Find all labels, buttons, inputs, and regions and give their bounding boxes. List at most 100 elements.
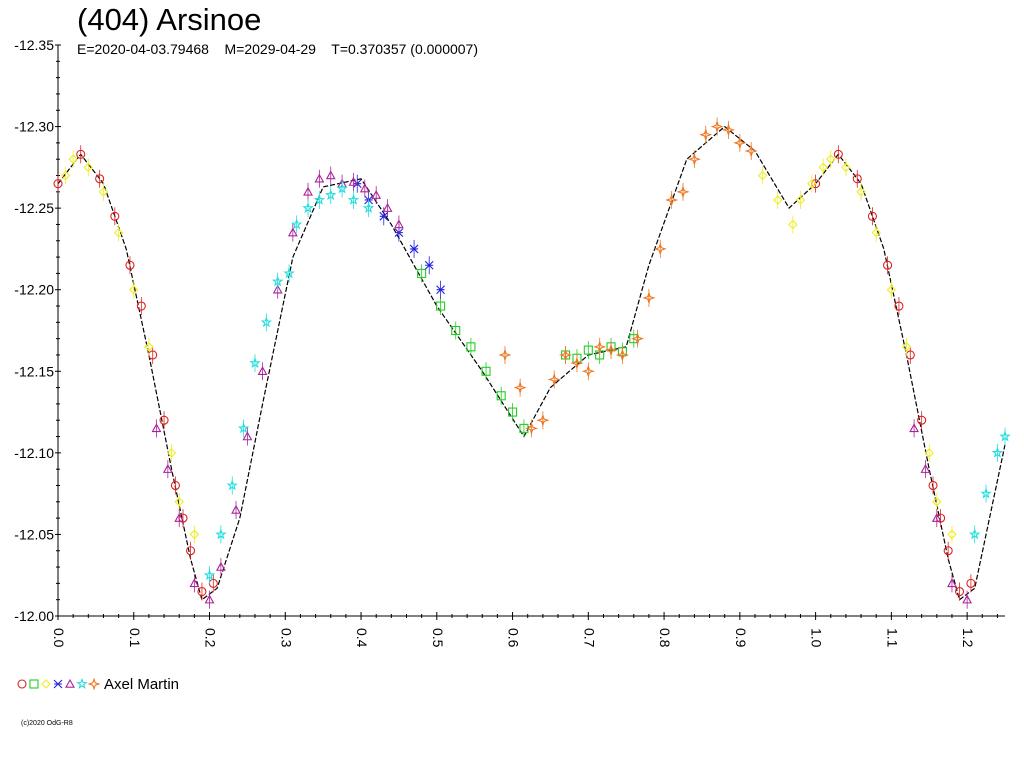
star-icon [76,678,88,689]
data-point [215,561,226,571]
data-point [536,413,550,427]
data-point [174,497,184,507]
data-point [547,372,561,386]
data-point [871,227,881,238]
data-point [287,227,298,237]
data-point [95,174,105,184]
data-point [999,430,1011,442]
data-point [901,342,912,352]
data-point [894,301,904,311]
cross-icon [53,679,63,689]
square-icon [29,679,39,689]
data-point [215,528,227,540]
data-point [886,284,897,295]
data-point [744,144,758,158]
data-point [325,189,337,201]
data-point [314,173,325,183]
x-tick-label: 0.6 [506,628,522,648]
data-point [189,529,200,540]
data-point [283,267,295,279]
data-point [336,182,348,194]
data-point [313,193,326,205]
data-point [226,479,238,491]
data-point [359,183,370,193]
data-point [98,187,109,197]
data-point [962,594,973,604]
data-point [721,123,736,137]
legend-symbols [17,677,101,691]
data-point [136,301,146,311]
y-tick-label: -12.20 [14,282,54,298]
y-tick-label: -12.05 [14,526,54,542]
data-point [68,154,78,164]
data-point [931,512,942,522]
x-tick-label: 0.2 [203,628,219,648]
data-point [110,211,120,221]
data-point [347,193,360,205]
data-point [362,202,375,214]
data-point [237,422,250,434]
x-tick-label: 0.0 [51,628,67,648]
data-point [393,219,404,229]
x-tick-label: 1.0 [809,628,825,648]
data-point [249,357,261,369]
data-point [53,179,63,189]
x-tick-label: 0.3 [278,628,294,648]
data-point [687,152,701,166]
data-point [125,260,135,270]
legend-observer: Axel Martin [104,675,180,693]
data-point [653,242,667,256]
data-points [53,117,1011,609]
data-point [947,578,957,588]
data-point [186,546,196,556]
epoch-label: E=2020-04-03.79468 [77,41,209,57]
y-tick-label: -12.25 [14,200,54,216]
data-point [570,356,584,370]
data-point [76,149,86,159]
chart-axes: -12.35 -12.30 -12.25 -12.20 -12.15 -12.10 -12.… [14,37,1005,648]
data-point [83,162,94,173]
data-point [943,546,953,556]
y-tick-label: -12.10 [14,445,54,461]
data-point [833,149,843,159]
data-point [417,268,427,278]
x-tick-label: 0.9 [733,628,749,648]
data-point [932,497,942,507]
x-tick-label: 0.8 [657,628,673,648]
x-tick-label: 1.2 [960,628,976,648]
data-point [325,170,336,180]
y-tick-label: -12.15 [14,363,54,379]
data-point [825,154,836,164]
data-point [271,275,284,287]
data-point [559,348,573,362]
data-point [436,301,446,311]
data-point [954,586,965,597]
data-point [676,185,690,199]
data-point [980,487,992,499]
data-point [699,128,713,142]
data-point [818,162,828,173]
data-point [928,480,938,491]
data-point [841,162,851,173]
data-point [371,189,382,199]
data-point [302,202,314,214]
data-point [290,218,303,230]
data-point [583,345,593,355]
data-point [604,343,618,357]
fit-curve-line [57,125,1006,601]
x-tick-label: 0.1 [127,628,143,648]
data-point [272,284,283,294]
data-point [113,227,124,238]
data-point [348,176,359,186]
data-point [867,211,877,221]
data-point [788,219,798,230]
data-point [807,178,817,189]
data-point [303,186,313,196]
data-point [968,528,981,540]
chart-title: (404) Arsinoe [77,2,262,37]
data-point [909,423,920,433]
x-tick-label: 0.4 [354,628,370,648]
data-point [144,342,154,352]
data-point [379,211,389,221]
data-point [498,348,512,362]
